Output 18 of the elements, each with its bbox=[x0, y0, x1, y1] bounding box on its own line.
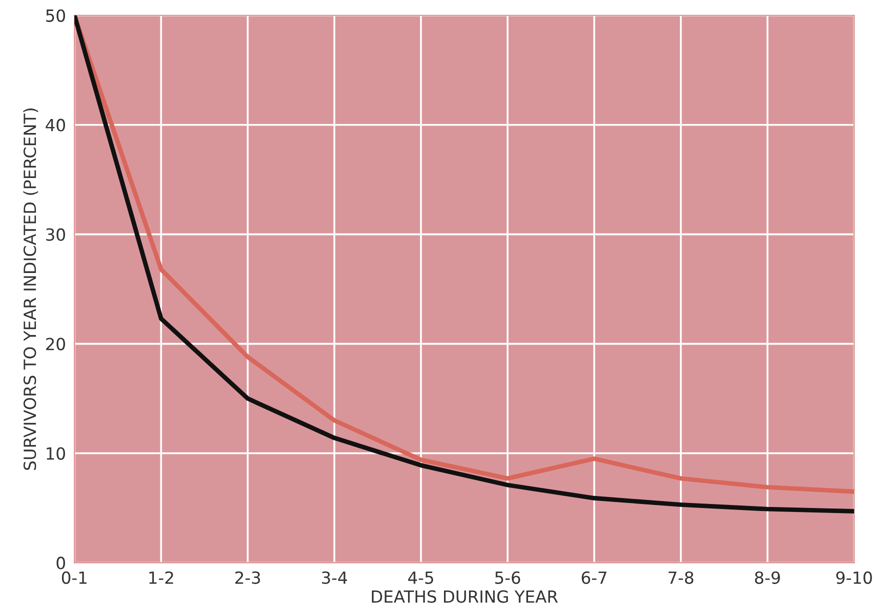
x-tick-label: 3-4 bbox=[322, 571, 348, 584]
x-tick-label: 7-8 bbox=[668, 571, 694, 584]
y-tick-label: 0 bbox=[56, 556, 66, 570]
x-tick-label: 0-1 bbox=[62, 571, 87, 584]
x-tick-label: 4-5 bbox=[408, 572, 434, 584]
y-tick-label: 20 bbox=[46, 338, 66, 350]
y-tick-label: 10 bbox=[46, 447, 66, 460]
x-tick-label: 1-2 bbox=[149, 571, 174, 584]
x-tick-label: 8-9 bbox=[754, 571, 780, 584]
y-tick-label: 30 bbox=[46, 228, 66, 241]
y-tick-label: 40 bbox=[46, 118, 66, 132]
x-axis-title: DEATHS DURING YEAR bbox=[372, 590, 558, 603]
x-tick-label: 2-3 bbox=[235, 571, 260, 584]
y-tick-label: 50 bbox=[46, 9, 66, 22]
x-tick-label: 5-6 bbox=[495, 571, 520, 584]
x-tick-label: 9-10 bbox=[836, 571, 872, 584]
y-axis-title: SURVIVORS TO YEAR INDICATED (PERCENT) bbox=[23, 108, 38, 470]
x-tick-label: 6-7 bbox=[582, 571, 606, 584]
